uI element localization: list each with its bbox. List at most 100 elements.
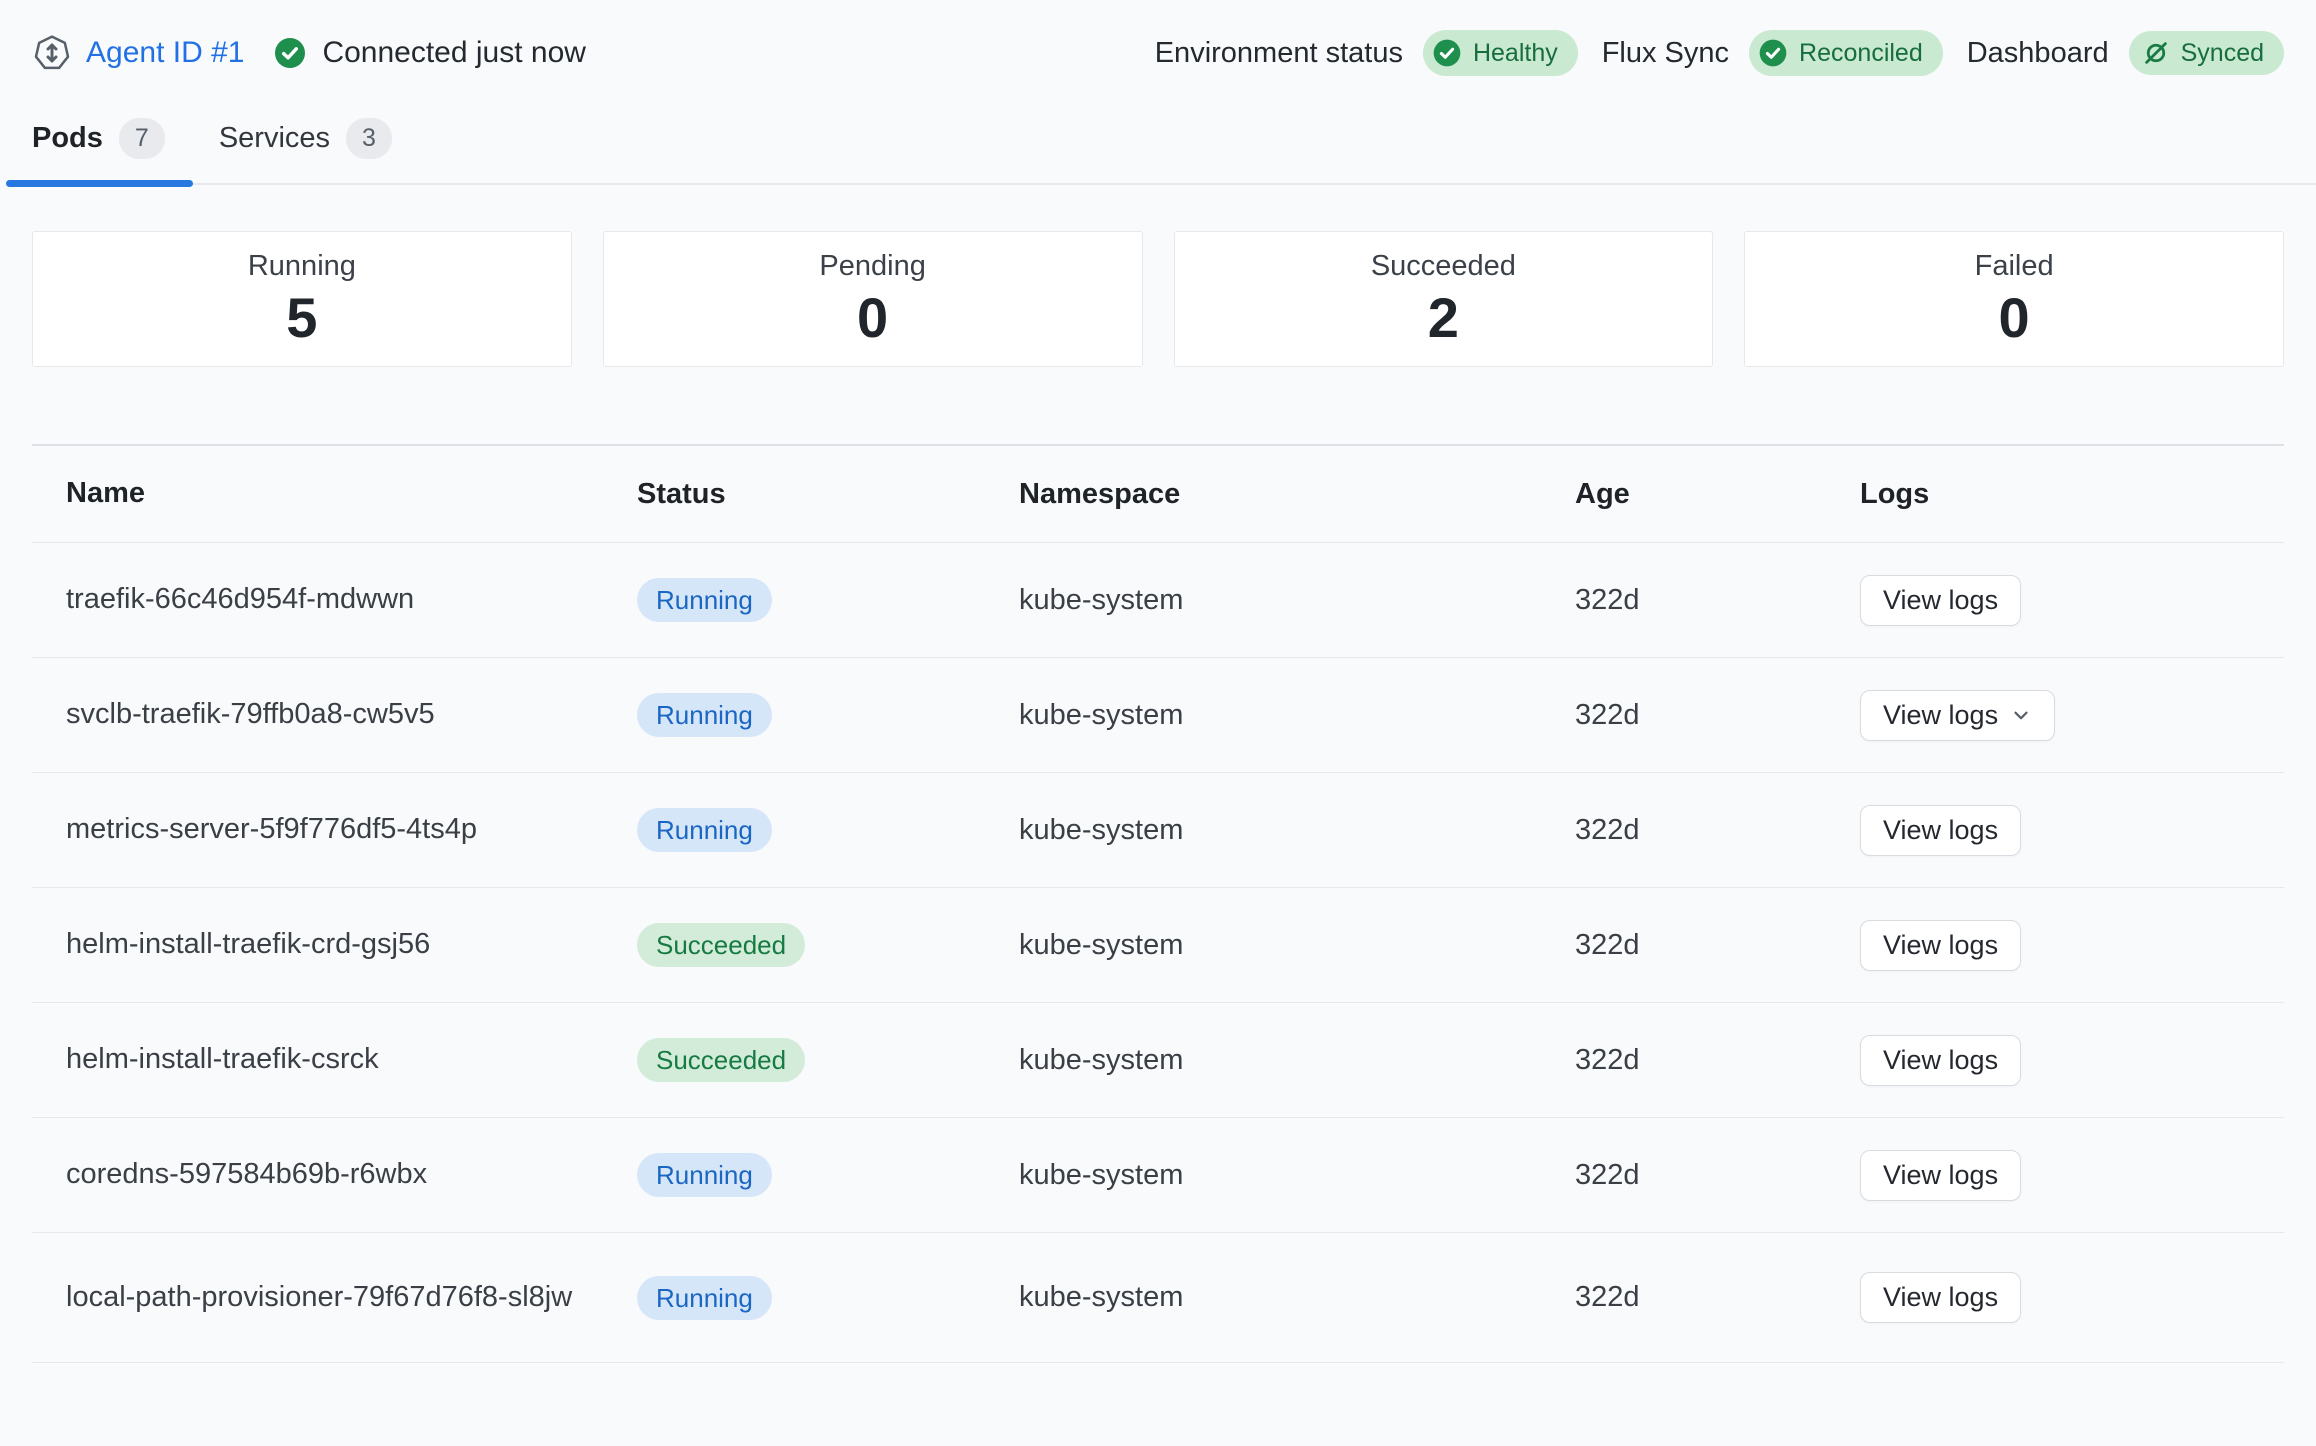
stat-value: 5	[286, 289, 317, 348]
stat-card-pending: Pending 0	[603, 231, 1143, 367]
view-logs-label: View logs	[1883, 1282, 1998, 1313]
agent-icon	[32, 33, 72, 73]
view-logs-button[interactable]: View logs	[1860, 1035, 2021, 1086]
stat-label: Pending	[819, 250, 925, 283]
pod-age: 322d	[1575, 699, 1860, 732]
table-row: svclb-traefik-79ffb0a8-cw5v5 Running kub…	[32, 657, 2284, 772]
pod-namespace: kube-system	[1019, 1044, 1575, 1077]
pod-name: helm-install-traefik-csrck	[32, 1040, 637, 1079]
status-badge: Running	[637, 693, 772, 737]
flux-sync-status-group: Flux Sync Reconciled	[1602, 30, 1943, 76]
status-badge: Succeeded	[637, 1038, 805, 1082]
status-badge: Running	[637, 1153, 772, 1197]
view-logs-dropdown-button[interactable]: View logs	[1860, 690, 2055, 741]
pod-name: local-path-provisioner-79f67d76f8-sl8jw	[32, 1278, 637, 1317]
healthy-badge: Healthy	[1423, 30, 1578, 76]
view-logs-button[interactable]: View logs	[1860, 805, 2021, 856]
table-header-row: Name Status Namespace Age Logs	[32, 446, 2284, 542]
pod-name: coredns-597584b69b-r6wbx	[32, 1155, 637, 1194]
status-badge: Succeeded	[637, 923, 805, 967]
summary-cards: Running 5 Pending 0 Succeeded 2 Failed 0	[0, 231, 2316, 367]
tab-pods-label: Pods	[32, 122, 103, 155]
pod-age: 322d	[1575, 1281, 1860, 1314]
column-header-name: Name	[32, 474, 637, 513]
synced-badge-label: Synced	[2181, 41, 2264, 66]
pod-namespace: kube-system	[1019, 929, 1575, 962]
pod-name: traefik-66c46d954f-mdwwn	[32, 580, 637, 619]
view-logs-label: View logs	[1883, 815, 1998, 846]
pod-age: 322d	[1575, 584, 1860, 617]
pod-name: metrics-server-5f9f776df5-4ts4p	[32, 810, 637, 849]
check-circle-icon	[1757, 37, 1789, 69]
stat-value: 2	[1428, 289, 1459, 348]
table-row: helm-install-traefik-csrck Succeeded kub…	[32, 1002, 2284, 1117]
column-header-age: Age	[1575, 478, 1860, 511]
pod-namespace: kube-system	[1019, 1159, 1575, 1192]
tab-services[interactable]: Services 3	[193, 118, 420, 183]
status-badge: Running	[637, 1276, 772, 1320]
reconciled-badge: Reconciled	[1749, 30, 1943, 76]
pod-name: helm-install-traefik-crd-gsj56	[32, 925, 637, 964]
flux-sync-label: Flux Sync	[1602, 37, 1729, 70]
chevron-down-icon	[2010, 704, 2032, 726]
column-header-logs: Logs	[1860, 478, 2284, 511]
stat-label: Running	[248, 250, 356, 283]
reconciled-badge-label: Reconciled	[1799, 41, 1923, 66]
pod-age: 322d	[1575, 1159, 1860, 1192]
agent-id-link[interactable]: Agent ID #1	[86, 36, 244, 70]
pod-age: 322d	[1575, 1044, 1860, 1077]
view-logs-label: View logs	[1883, 700, 1998, 731]
tab-services-label: Services	[219, 122, 330, 155]
connected-check-icon	[272, 35, 308, 71]
view-logs-label: View logs	[1883, 1045, 1998, 1076]
healthy-badge-label: Healthy	[1473, 41, 1558, 66]
stat-value: 0	[1999, 289, 2030, 348]
tab-bar: Pods 7 Services 3	[32, 118, 2316, 185]
view-logs-button[interactable]: View logs	[1860, 920, 2021, 971]
check-circle-icon	[1431, 37, 1463, 69]
table-row: local-path-provisioner-79f67d76f8-sl8jw …	[32, 1232, 2284, 1362]
topbar: Agent ID #1 Connected just now Environme…	[0, 0, 2316, 76]
view-logs-label: View logs	[1883, 585, 1998, 616]
stat-card-succeeded: Succeeded 2	[1174, 231, 1714, 367]
pods-dashboard-page: Agent ID #1 Connected just now Environme…	[0, 0, 2316, 1446]
stat-label: Failed	[1975, 250, 2054, 283]
stat-card-running: Running 5	[32, 231, 572, 367]
sync-icon	[2141, 38, 2171, 68]
pod-namespace: kube-system	[1019, 814, 1575, 847]
view-logs-button[interactable]: View logs	[1860, 1272, 2021, 1323]
column-header-namespace: Namespace	[1019, 478, 1575, 511]
view-logs-label: View logs	[1883, 1160, 1998, 1191]
tab-pods-count-badge: 7	[119, 118, 165, 159]
stat-label: Succeeded	[1371, 250, 1516, 283]
table-row: helm-install-traefik-crd-gsj56 Succeeded…	[32, 887, 2284, 1002]
dashboard-status-group: Dashboard Synced	[1967, 31, 2284, 75]
dashboard-label: Dashboard	[1967, 37, 2109, 70]
tab-services-count-badge: 3	[346, 118, 392, 159]
column-header-status: Status	[637, 478, 1019, 511]
status-badge: Running	[637, 578, 772, 622]
view-logs-button[interactable]: View logs	[1860, 575, 2021, 626]
pod-age: 322d	[1575, 814, 1860, 847]
table-bottom-divider	[32, 1362, 2284, 1363]
pod-namespace: kube-system	[1019, 1281, 1575, 1314]
stat-value: 0	[857, 289, 888, 348]
pod-name: svclb-traefik-79ffb0a8-cw5v5	[32, 695, 637, 734]
status-badge: Running	[637, 808, 772, 852]
environment-status-label: Environment status	[1155, 37, 1403, 70]
tab-pods[interactable]: Pods 7	[6, 118, 193, 183]
environment-statuses: Environment status Healthy Flux Sync	[1155, 30, 2284, 76]
table-row: traefik-66c46d954f-mdwwn Running kube-sy…	[32, 542, 2284, 657]
table-row: metrics-server-5f9f776df5-4ts4p Running …	[32, 772, 2284, 887]
environment-status-group: Environment status Healthy	[1155, 30, 1578, 76]
view-logs-button[interactable]: View logs	[1860, 1150, 2021, 1201]
pod-age: 322d	[1575, 929, 1860, 962]
connection-status-text: Connected just now	[322, 36, 586, 70]
agent-status-group: Agent ID #1 Connected just now	[32, 33, 586, 73]
pod-namespace: kube-system	[1019, 584, 1575, 617]
pod-namespace: kube-system	[1019, 699, 1575, 732]
pods-table: Name Status Namespace Age Logs traefik-6…	[32, 444, 2284, 1363]
table-row: coredns-597584b69b-r6wbx Running kube-sy…	[32, 1117, 2284, 1232]
view-logs-label: View logs	[1883, 930, 1998, 961]
stat-card-failed: Failed 0	[1744, 231, 2284, 367]
